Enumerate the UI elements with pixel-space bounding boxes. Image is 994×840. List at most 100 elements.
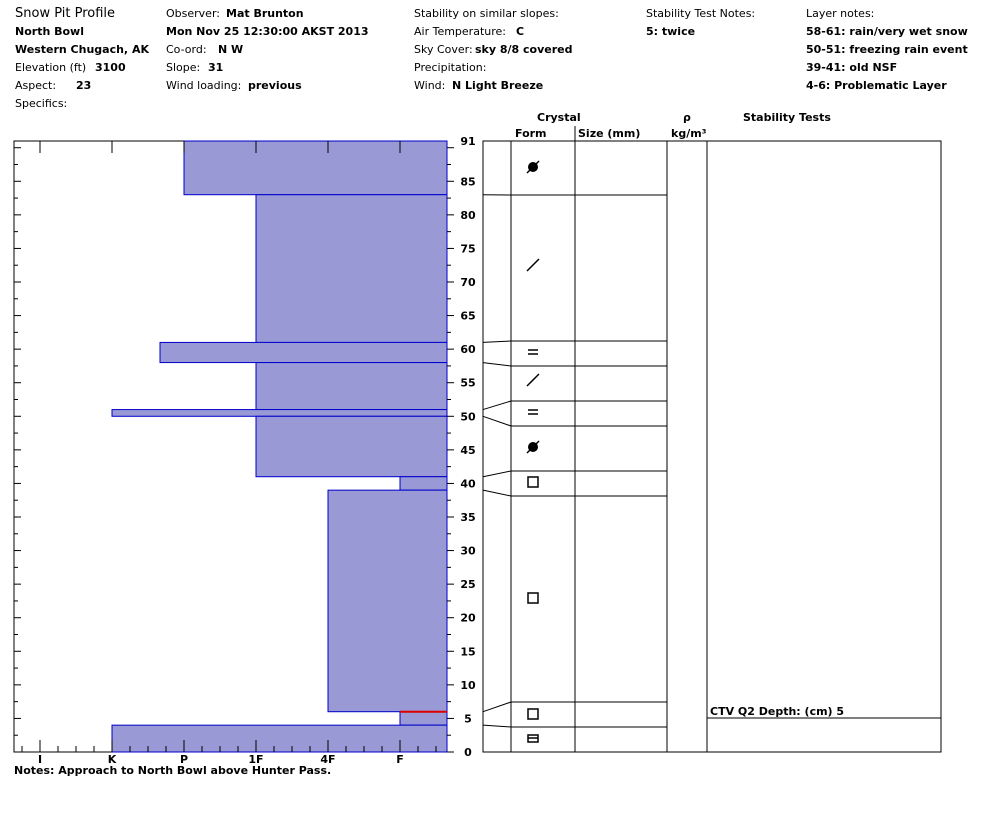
- hardness-tick-label: I: [38, 753, 42, 766]
- layer-connector: [482, 701, 512, 713]
- observer-value: Mat Brunton: [226, 7, 304, 20]
- layer-connector: [482, 362, 512, 367]
- wind-loading-label: Wind loading:: [166, 79, 242, 92]
- depth-tick-label: 65: [460, 310, 475, 323]
- depth-tick-label: 10: [460, 679, 476, 692]
- hardness-bar: [399, 711, 448, 726]
- melt-forms-icon: [526, 160, 540, 174]
- aspect-value: 23: [76, 79, 92, 92]
- layer-note: 4-6: Problematic Layer: [806, 79, 947, 92]
- depth-tick-label: 0: [464, 746, 472, 759]
- depth-tick-label: 40: [460, 477, 476, 490]
- depth-tick-label: 45: [460, 444, 475, 457]
- page-title: Snow Pit Profile: [15, 6, 116, 21]
- layer-connector: [482, 415, 512, 427]
- melt-forms-slash: [526, 440, 540, 454]
- wind-value: N Light Breeze: [452, 79, 544, 92]
- elevation-value: 3100: [95, 61, 126, 74]
- wind-loading-value: previous: [248, 79, 302, 92]
- depth-tick-label: 91: [460, 135, 475, 148]
- hardness-bar: [399, 476, 448, 491]
- depth-tick-label: 75: [460, 242, 475, 255]
- hardness-bar: [255, 194, 448, 343]
- observer-label: Observer:: [166, 7, 220, 20]
- stability-notes-label: Stability Test Notes:: [646, 7, 756, 20]
- depth-tick-label: 50: [460, 410, 476, 423]
- sky-cover-label: Sky Cover:: [414, 43, 473, 56]
- layer-note: 39-41: old NSF: [806, 61, 898, 74]
- layer-connector: [482, 470, 512, 478]
- sky-cover-value: sky 8/8 covered: [475, 43, 573, 56]
- stability-similar-label: Stability on similar slopes:: [414, 7, 559, 20]
- air-temp-value: C: [516, 25, 525, 38]
- depth-tick-label: 15: [460, 645, 475, 658]
- hardness-bar: [327, 489, 448, 713]
- density-unit: kg/m³: [671, 127, 707, 140]
- hardness-tick-label: P: [180, 753, 188, 766]
- depth-tick-label: 35: [460, 511, 475, 524]
- hardness-bar: [159, 341, 448, 364]
- decomposing-slash: [526, 373, 540, 387]
- hardness-tick-label: K: [108, 753, 117, 766]
- stability-test-label: CTV Q2 Depth: (cm) 5: [710, 705, 844, 718]
- layer-connector: [482, 340, 512, 343]
- hardness-bar: [183, 140, 448, 196]
- layer-note: 58-61: rain/very wet snow: [806, 25, 968, 38]
- faceted-icon: [527, 708, 539, 720]
- crystal-header: Crystal: [537, 111, 581, 124]
- stability-tests-header: Stability Tests: [743, 111, 831, 124]
- depth-tick-label: 30: [460, 545, 476, 558]
- wind-label: Wind:: [414, 79, 446, 92]
- depth-tick-label: 25: [460, 578, 475, 591]
- depth-tick-label: 20: [460, 612, 476, 625]
- ice-layer-icon: [528, 349, 538, 355]
- coord-label: Co-ord:: [166, 43, 207, 56]
- location-name: North Bowl: [15, 25, 84, 38]
- decomposing-icon: [526, 373, 540, 387]
- hardness-bar: [111, 409, 448, 417]
- size-header: Size (mm): [578, 127, 641, 140]
- hardness-bar: [111, 724, 448, 753]
- notes-text: Notes: Approach to North Bowl above Hunt…: [14, 764, 332, 777]
- melt-forms-slash: [526, 160, 540, 174]
- hardness-bar: [255, 415, 448, 478]
- air-temp-label: Air Temperature:: [414, 25, 506, 38]
- depth-tick-label: 5: [464, 712, 472, 725]
- layer-note: 50-51: freezing rain event: [806, 43, 968, 56]
- hardness-tick-label: 4F: [320, 753, 335, 766]
- hardness-tick-label: 1F: [248, 753, 263, 766]
- faceted-icon: [527, 476, 539, 488]
- faceted-square: [527, 592, 539, 604]
- faceted-square: [527, 476, 539, 488]
- faceted-icon: [527, 592, 539, 604]
- layer-connector: [482, 489, 512, 497]
- density-symbol: ρ: [683, 111, 691, 124]
- depth-tick-label: 60: [460, 343, 476, 356]
- faceted-square: [527, 708, 539, 720]
- form-header: Form: [515, 127, 547, 140]
- precipitation-label: Precipitation:: [414, 61, 487, 74]
- specifics-label: Specifics:: [15, 97, 68, 110]
- slope-value: 31: [208, 61, 224, 74]
- decomposing-icon: [526, 258, 540, 272]
- depth-tick-label: 55: [460, 377, 475, 390]
- stability-notes-value: 5: twice: [646, 25, 696, 38]
- depth-tick-label: 70: [460, 276, 476, 289]
- elevation-label: Elevation (ft): [15, 61, 87, 74]
- mixed-forms-icon: [527, 734, 539, 743]
- layer-notes-label: Layer notes:: [806, 7, 875, 20]
- hardness-tick-label: F: [396, 753, 404, 766]
- aspect-label: Aspect:: [15, 79, 57, 92]
- hardness-bar: [255, 362, 448, 411]
- layer-connector: [482, 400, 512, 411]
- decomposing-slash: [526, 258, 540, 272]
- melt-forms-icon: [526, 440, 540, 454]
- region-name: Western Chugach, AK: [15, 43, 149, 56]
- slope-label: Slope:: [166, 61, 201, 74]
- depth-tick-label: 85: [460, 175, 475, 188]
- coord-value: N W: [218, 43, 244, 56]
- observation-datetime: Mon Nov 25 12:30:00 AKST 2013: [166, 25, 369, 38]
- layer-connector: [482, 724, 512, 728]
- layer-grid-frame: [482, 140, 942, 753]
